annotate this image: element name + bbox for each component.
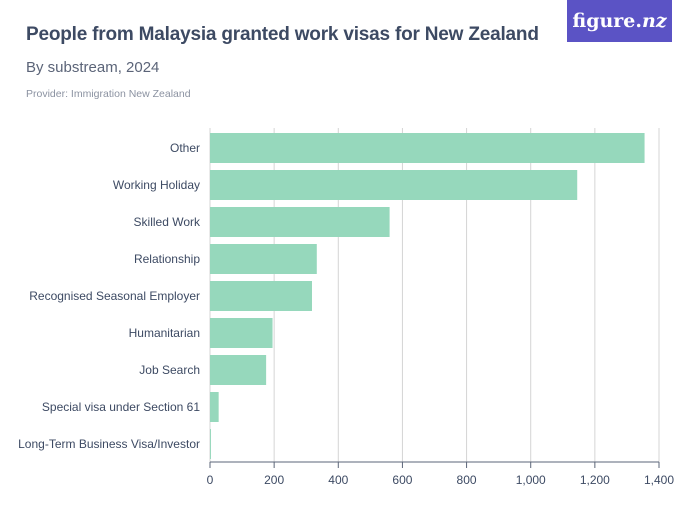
category-label: Recognised Seasonal Employer [29,289,200,303]
x-tick-label: 0 [207,473,214,487]
x-tick-label: 600 [392,473,412,487]
bar[interactable] [210,429,211,459]
chart-subtitle: By substream, 2024 [26,59,160,76]
bar[interactable] [210,207,390,237]
bar[interactable] [210,355,267,385]
data-provider: Provider: Immigration New Zealand [26,88,191,100]
x-tick-label: 200 [264,473,284,487]
bar[interactable] [210,318,273,348]
category-label: Special visa under Section 61 [42,400,200,414]
x-tick-label: 800 [457,473,477,487]
x-axis-ticks: 0 200 400 600 800 1,000 1,200 1,400 [207,461,674,487]
x-tick-label: 1,400 [644,473,674,487]
x-tick-label: 400 [328,473,348,487]
category-label: Job Search [139,363,200,377]
bar[interactable] [210,392,219,422]
category-label: Skilled Work [134,215,201,229]
chart-title: People from Malaysia granted work visas … [26,24,539,45]
bar[interactable] [210,281,312,311]
bar[interactable] [210,244,317,274]
category-label: Humanitarian [129,326,200,340]
bars [210,133,645,459]
x-tick-label: 1,200 [580,473,610,487]
figure-nz-logo[interactable]: figure.nz [567,0,672,42]
category-label: Relationship [134,252,200,266]
category-label: Working Holiday [113,178,200,192]
bar[interactable] [210,133,645,163]
x-tick-label: 1,000 [516,473,546,487]
category-label: Other [170,141,200,155]
bar[interactable] [210,170,578,200]
category-labels: Other Working Holiday Skilled Work Relation… [18,141,201,451]
category-label: Long-Term Business Visa/Investor [18,437,200,451]
